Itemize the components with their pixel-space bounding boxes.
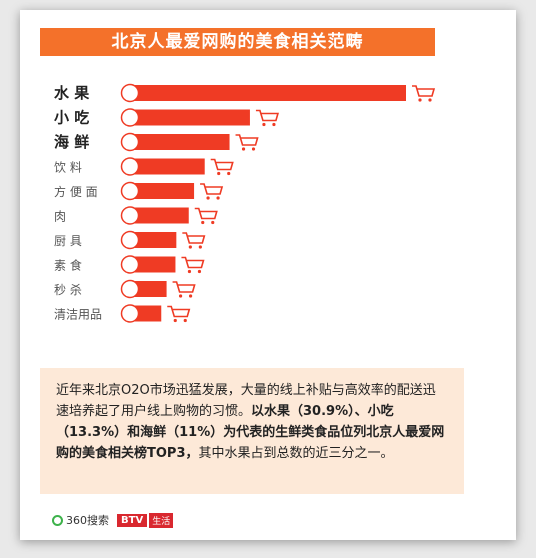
cart-icon [182,232,206,249]
food-icon [120,181,140,201]
cart-icon [210,158,234,176]
cart-icon [167,305,191,323]
footer: 360搜索 BTV 生活 [52,510,174,530]
food-icon [120,255,140,274]
food-icon [120,279,140,299]
category-label: 饮 料 [54,161,82,175]
category-label: 水 果 [54,84,90,102]
bar [132,256,176,273]
food-icon [120,230,140,250]
bar [132,158,205,175]
category-label: 素 食 [54,258,82,273]
bar [132,232,177,248]
logo-360-icon [52,514,63,526]
food-icon [120,132,140,152]
category-label: 海 鲜 [54,133,89,151]
food-icon [120,108,140,127]
food-icon [120,157,140,176]
bar [132,85,406,101]
bar [132,281,167,297]
cart-icon [235,134,259,151]
food-icon [120,304,140,323]
description-bold: 以水果（30.9%）、小吃（13.3%）和海鲜（11%）为代表的生鲜类食品位列北… [56,404,445,461]
cart-icon [194,207,218,225]
description-plain: 近年来北京O2O市场迅猛发展，大量的线上补贴与高效率的配送迅速培养起了用户线上购… [56,383,436,419]
category-label: 方 便 面 [54,184,98,199]
cart-icon [172,281,196,298]
food-icon [120,83,140,103]
logo-360: 360搜索 [52,512,109,528]
category-label: 厨 具 [54,234,82,248]
cart-icon [255,109,279,127]
bar [132,305,162,322]
cart-icon [181,256,205,274]
category-label: 肉 [54,210,66,224]
bar [132,183,195,199]
logo-btv-sub: 生活 [149,512,174,528]
bar [132,207,189,224]
category-label: 清洁用品 [54,308,102,322]
category-label: 小 吃 [54,109,89,127]
description-tail: 其中水果占到总数的近三分之一。 [198,446,394,461]
bar [132,134,230,150]
logo-btv: BTV [117,513,148,527]
chart-title: 北京人最爱网购的美食相关范畴 [40,28,435,56]
logo-360-text: 360搜索 [66,514,109,527]
description-box: 近年来北京O2O市场迅猛发展，大量的线上补贴与高效率的配送迅速培养起了用户线上购… [40,368,464,494]
cart-icon [412,85,436,102]
bar [132,109,250,126]
food-icon [120,206,140,225]
category-label: 秒 杀 [54,282,82,297]
cart-icon [200,183,224,200]
